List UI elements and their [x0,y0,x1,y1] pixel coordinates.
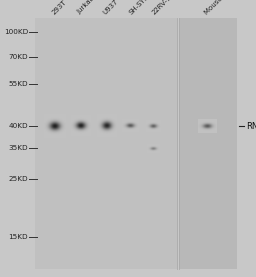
Bar [179,18,237,269]
Text: 40KD: 40KD [8,123,28,129]
Text: 35KD: 35KD [8,145,28,151]
Text: 100KD: 100KD [4,29,28,35]
Text: Mouse testis: Mouse testis [203,0,238,15]
Text: Jurkat: Jurkat [76,0,95,15]
Text: 25KD: 25KD [8,176,28,182]
Text: 70KD: 70KD [8,54,28,60]
Text: 55KD: 55KD [8,81,28,88]
Text: SH-SYSY: SH-SYSY [127,0,153,15]
Text: RNF2: RNF2 [246,122,256,130]
Text: U937: U937 [102,0,119,15]
Bar [35,18,177,269]
Text: 15KD: 15KD [8,234,28,240]
Bar [177,18,179,269]
Text: 22RV-1: 22RV-1 [151,0,172,15]
Text: 293T: 293T [51,0,68,15]
